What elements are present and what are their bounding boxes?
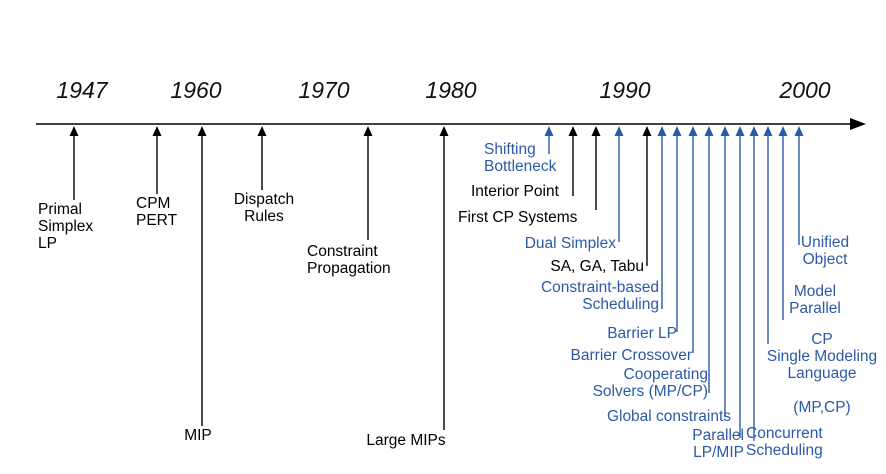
event-label: CPM PERT bbox=[136, 195, 178, 229]
event-label: Constraint Propagation bbox=[307, 243, 391, 277]
event-arrowhead bbox=[69, 126, 79, 136]
event-label: Constraint-based Scheduling bbox=[540, 279, 659, 313]
event-label: CP Single Modeling Language (MP,CP) bbox=[766, 331, 878, 416]
event-label: First CP Systems bbox=[458, 209, 578, 226]
year-label: 2000 bbox=[779, 77, 831, 103]
event-label: Interior Point bbox=[471, 183, 559, 200]
year-label: 1990 bbox=[599, 77, 651, 103]
event-label: Primal Simplex LP bbox=[38, 201, 94, 252]
event-arrowhead bbox=[591, 126, 601, 136]
event-arrowhead bbox=[257, 126, 267, 136]
event-label: Large MIPs bbox=[366, 432, 446, 449]
event-arrowhead bbox=[363, 126, 373, 136]
event-arrowhead bbox=[197, 126, 207, 136]
event-arrowhead bbox=[704, 126, 714, 136]
event-label: Dual Simplex bbox=[524, 235, 616, 252]
event-label: Global constraints bbox=[606, 408, 731, 425]
timeline-axis-arrowhead bbox=[850, 118, 866, 130]
year-label: 1970 bbox=[298, 77, 350, 103]
year-label: 1980 bbox=[425, 77, 477, 103]
year-label: 1947 bbox=[56, 77, 108, 103]
event-arrowhead bbox=[749, 126, 759, 136]
event-arrowhead bbox=[568, 126, 578, 136]
event-label: SA, GA, Tabu bbox=[550, 258, 644, 275]
event-arrowhead bbox=[778, 126, 788, 136]
event-label: Model Parallel bbox=[789, 283, 841, 317]
event-arrowhead bbox=[763, 126, 773, 136]
event-arrowhead bbox=[672, 126, 682, 136]
event-label: MIP bbox=[184, 427, 212, 444]
event-arrowhead bbox=[688, 126, 698, 136]
event-arrowhead bbox=[152, 126, 162, 136]
event-label: Parallel LP/MIP bbox=[692, 427, 744, 461]
event-label: Unified Object bbox=[800, 234, 850, 268]
event-label: Barrier Crossover bbox=[570, 347, 692, 364]
event-label: Shifting Bottleneck bbox=[484, 141, 557, 175]
event-arrowhead bbox=[544, 126, 554, 136]
event-arrowhead bbox=[720, 126, 730, 136]
event-label: Dispatch Rules bbox=[233, 191, 295, 225]
event-arrowhead bbox=[657, 126, 667, 136]
event-arrowhead bbox=[614, 126, 624, 136]
event-arrowhead bbox=[735, 126, 745, 136]
event-label: Concurrent Scheduling bbox=[746, 425, 823, 459]
event-label: Cooperating Solvers (MP/CP) bbox=[592, 366, 708, 400]
event-arrowhead bbox=[439, 126, 449, 136]
year-label: 1960 bbox=[170, 77, 222, 103]
event-arrowhead bbox=[794, 126, 804, 136]
event-arrowhead bbox=[642, 126, 652, 136]
event-label: Barrier LP bbox=[607, 325, 677, 342]
